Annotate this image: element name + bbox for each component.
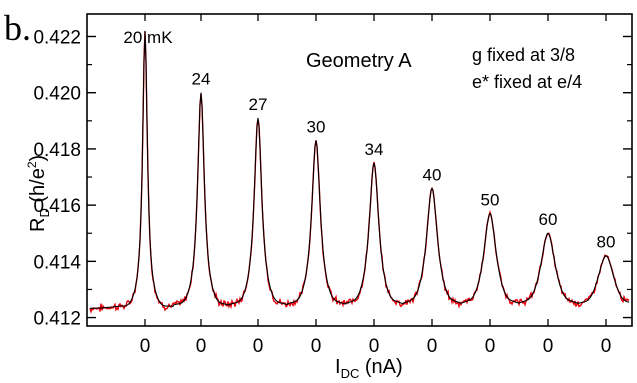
x-tick-label: 0 <box>140 336 151 357</box>
x-axis-label-rest: (nA) <box>359 356 402 378</box>
x-axis-label-sub: DC <box>341 366 360 381</box>
y-axis-label-open: (h/e <box>27 168 49 208</box>
y-axis-label-sup: 2 <box>25 161 39 168</box>
y-tick-label: 0.412 <box>33 309 81 330</box>
y-axis-ticks: 0.412 0.414 0.416 0.418 0.420 0.422 <box>33 27 632 330</box>
series-fit-line <box>89 30 630 309</box>
y-axis-label-main: R <box>27 218 49 232</box>
peak-labels: 20 mK 24 27 30 34 40 50 60 80 <box>123 28 615 252</box>
y-axis-label-close: ) <box>27 155 49 162</box>
peak-label: 80 <box>597 233 616 252</box>
y-tick-label: 0.422 <box>33 27 81 48</box>
x-tick-label: 0 <box>369 336 380 357</box>
y-tick-label: 0.416 <box>33 196 81 217</box>
series-lines <box>89 30 630 314</box>
peak-label: 50 <box>481 191 500 210</box>
geometry-annotation: Geometry A <box>306 50 412 72</box>
peak-label: 30 <box>307 117 326 136</box>
x-tick-label: 0 <box>427 336 438 357</box>
x-axis-label-main: I <box>335 356 341 378</box>
g-fixed-annotation: g fixed at 3/8 <box>472 45 575 65</box>
y-tick-label: 0.418 <box>33 140 81 161</box>
peak-label: 20 mK <box>123 28 173 47</box>
peak-label: 27 <box>249 95 268 114</box>
x-tick-label: 0 <box>196 336 207 357</box>
x-tick-label: 0 <box>485 336 496 357</box>
x-tick-label: 0 <box>253 336 264 357</box>
x-tick-label: 0 <box>543 336 554 357</box>
y-tick-label: 0.420 <box>33 84 81 105</box>
y-tick-label: 0.414 <box>33 252 81 273</box>
peak-label: 60 <box>539 210 558 229</box>
x-tick-label: 0 <box>311 336 322 357</box>
e-fixed-annotation: e* fixed at e/4 <box>472 72 582 92</box>
peak-label: 34 <box>365 140 384 159</box>
peak-label: 40 <box>423 165 442 184</box>
peak-label: 24 <box>192 70 211 89</box>
x-axis-ticks: 0 0 0 0 0 0 0 0 0 <box>140 14 612 357</box>
y-axis-label: RD (h/e2) <box>25 155 52 232</box>
y-axis-label-sub: D <box>37 208 52 217</box>
axes <box>86 13 633 327</box>
panel-label: b. <box>4 8 31 48</box>
plot-frame <box>86 13 633 327</box>
x-tick-label: 0 <box>601 336 612 357</box>
x-axis-label: IDC (nA) <box>335 356 403 381</box>
